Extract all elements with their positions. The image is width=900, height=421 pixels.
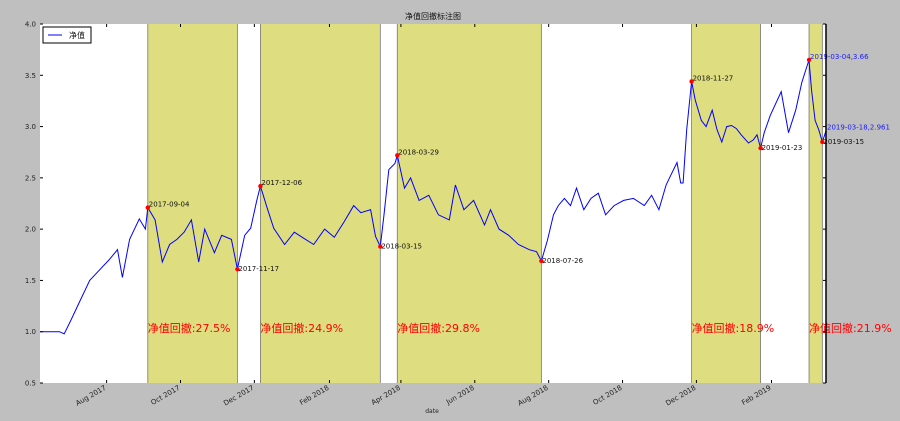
drawdown-label: 净值回撤:29.8% bbox=[397, 321, 480, 335]
trough-date-label: 2017-11-17 bbox=[238, 265, 279, 273]
peak-marker bbox=[806, 57, 812, 63]
trough-marker bbox=[820, 139, 825, 145]
drawdown-spans bbox=[147, 24, 823, 383]
peak-marker bbox=[689, 79, 694, 84]
drawdown-span bbox=[397, 24, 542, 383]
drawdown-span bbox=[260, 24, 381, 383]
y-tick-label: 2.0 bbox=[25, 226, 36, 234]
peak-marker bbox=[395, 153, 400, 158]
drawdown-label: 净值回撤:21.9% bbox=[809, 321, 892, 335]
x-tick-label: Oct 2017 bbox=[150, 384, 182, 407]
peak-date-label: 2017-12-06 bbox=[261, 179, 302, 187]
x-tick-label: Aug 2018 bbox=[516, 384, 549, 408]
trough-date-label: 2019-01-23 bbox=[762, 144, 803, 152]
legend: 净值 bbox=[42, 26, 92, 44]
x-tick-label: Oct 2018 bbox=[592, 384, 624, 407]
nav-line bbox=[40, 59, 827, 335]
trough-marker bbox=[539, 258, 544, 264]
trough-date-label: 2018-07-26 bbox=[542, 257, 583, 265]
x-tick-label: Dec 2018 bbox=[664, 384, 697, 408]
trough-date-label: 2018-03-15 bbox=[381, 243, 422, 251]
marker-group: 净值回撤:27.5% 2017-09-04 2017-11-17 净值回撤:24.9%… bbox=[145, 53, 892, 335]
y-tick-label: 2.5 bbox=[25, 174, 36, 182]
x-tick-label: Aug 2017 bbox=[74, 384, 107, 408]
chart-title: 净值回撤标注图 bbox=[405, 11, 461, 21]
y-tick-label: 1.0 bbox=[25, 328, 36, 336]
x-tick-label: Apr 2018 bbox=[370, 384, 402, 407]
drawdown-span bbox=[147, 24, 238, 383]
peak-marker bbox=[258, 183, 263, 189]
legend-label: 净值 bbox=[69, 30, 85, 40]
x-tick-label: Jun 2018 bbox=[444, 384, 476, 407]
x-tick-label: Feb 2019 bbox=[740, 384, 772, 407]
value-annotation: 2019-03-04,3.66 bbox=[810, 53, 869, 61]
y-ticks: 0.5 1.0 1.5 2.0 2.5 3.0 3.5 4.0 bbox=[25, 21, 826, 388]
y-tick-label: 1.5 bbox=[25, 277, 36, 285]
y-tick-label: 3.0 bbox=[25, 123, 36, 131]
peak-marker bbox=[145, 205, 150, 210]
x-tick-label: Dec 2017 bbox=[222, 384, 255, 408]
x-tick-label: Feb 2018 bbox=[298, 384, 330, 407]
peak-date-label: 2018-11-27 bbox=[693, 74, 734, 82]
y-tick-label: 0.5 bbox=[25, 380, 36, 388]
trough-marker bbox=[235, 266, 240, 272]
trough-marker bbox=[378, 244, 383, 249]
legend-box bbox=[42, 26, 92, 44]
drawdown-span bbox=[691, 24, 761, 383]
y-tick-label: 4.0 bbox=[25, 21, 36, 29]
trough-date-label: 2019-03-15 bbox=[823, 138, 864, 146]
x-axis-label: date bbox=[425, 408, 439, 415]
value-annotation: 2019-03-18,2.961 bbox=[827, 124, 890, 132]
nav-line-group bbox=[40, 59, 827, 335]
peak-date-label: 2017-09-04 bbox=[149, 201, 190, 209]
drawdown-label: 净值回撤:24.9% bbox=[260, 321, 343, 335]
drawdown-span bbox=[809, 24, 823, 383]
trough-marker bbox=[758, 145, 763, 151]
drawdown-label: 净值回撤:27.5% bbox=[148, 321, 231, 335]
drawdown-label: 净值回撤:18.9% bbox=[692, 321, 775, 335]
y-tick-label: 3.5 bbox=[25, 72, 36, 80]
peak-date-label: 2018-03-29 bbox=[398, 148, 439, 156]
